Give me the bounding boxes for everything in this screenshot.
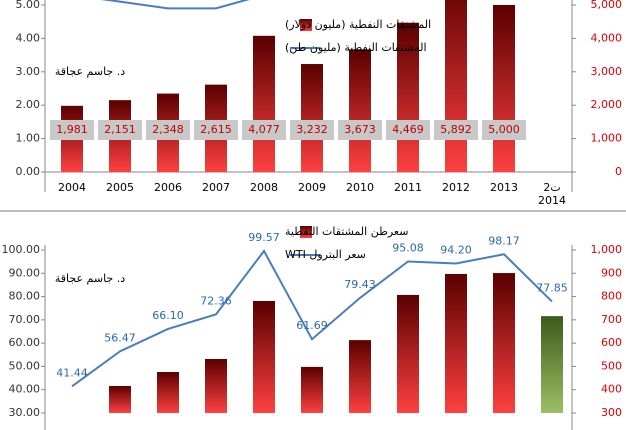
x-tick-label: 2013 bbox=[490, 181, 518, 194]
y-tick-label: 30.00 bbox=[9, 406, 41, 419]
x-tick-label: 2005 bbox=[106, 181, 134, 194]
y-tick-label: 3.00 bbox=[16, 65, 41, 78]
line bbox=[100, 0, 250, 10]
x-tick-label: 2007 bbox=[202, 181, 230, 194]
legend-swatch bbox=[300, 226, 312, 238]
legend-swatch bbox=[300, 19, 312, 31]
line-value-label: 72.36 bbox=[200, 294, 232, 307]
y-tick-label: 2.00 bbox=[16, 98, 41, 111]
line-value-label: 79.43 bbox=[344, 278, 376, 291]
bar-value-label: 3,673 bbox=[344, 123, 376, 136]
bar bbox=[445, 0, 467, 173]
x-tick-label: 2008 bbox=[250, 181, 278, 194]
bar-value-label: 2,348 bbox=[152, 123, 184, 136]
line-value-label: 61.69 bbox=[296, 319, 328, 332]
y2-tick-label: 3,000 bbox=[591, 65, 623, 78]
line-value-label: 95.08 bbox=[392, 241, 424, 254]
y2-tick-label: 400 bbox=[601, 383, 622, 396]
label-box bbox=[338, 120, 382, 140]
y-tick-label: 70.00 bbox=[9, 313, 41, 326]
bar bbox=[349, 49, 371, 172]
bar bbox=[493, 273, 515, 413]
y2-tick-label: 600 bbox=[601, 336, 622, 349]
y-tick-label: 4.00 bbox=[16, 31, 41, 44]
bar-value-label: 4,469 bbox=[392, 123, 424, 136]
y-tick-label: 1.00 bbox=[16, 132, 41, 145]
y-tick-label: 80.00 bbox=[9, 290, 41, 303]
line-value-label: 98.17 bbox=[488, 234, 520, 247]
label-box bbox=[242, 120, 286, 140]
bar bbox=[301, 366, 323, 413]
y2-tick-label: 300 bbox=[601, 406, 622, 419]
x-tick-label: ت2 2014 bbox=[538, 181, 566, 207]
bar-value-label: 5,892 bbox=[440, 123, 472, 136]
bar bbox=[253, 300, 275, 413]
bar-value-label: 2,151 bbox=[104, 123, 136, 136]
y-tick-label: 5.00 bbox=[16, 0, 41, 11]
y2-tick-label: 500 bbox=[601, 359, 622, 372]
y-tick-label: 0.00 bbox=[16, 165, 41, 178]
line-value-label: 66.10 bbox=[152, 309, 184, 322]
x-tick-label: 2009 bbox=[298, 181, 326, 194]
line-value-label: 56.47 bbox=[104, 331, 136, 344]
y-tick-label: 100.00 bbox=[2, 243, 41, 256]
bar bbox=[301, 64, 323, 172]
bar bbox=[109, 385, 131, 413]
bar bbox=[349, 340, 371, 413]
legend-label: سعرطن المشتقات النفطية bbox=[285, 225, 408, 238]
line-value-label: 94.20 bbox=[440, 244, 472, 257]
x-tick-label: 2011 bbox=[394, 181, 422, 194]
legend-label: سعر البترول WTI bbox=[285, 248, 366, 261]
y2-tick-label: 800 bbox=[601, 290, 622, 303]
bar bbox=[541, 316, 563, 413]
bar-value-label: 5,000 bbox=[488, 123, 520, 136]
bar bbox=[205, 358, 227, 413]
x-tick-label: 2010 bbox=[346, 181, 374, 194]
label-box bbox=[194, 120, 238, 140]
line bbox=[71, 249, 553, 388]
legend-label: المشتقات النفطية (مليون طن) bbox=[285, 41, 427, 54]
label-box bbox=[482, 120, 526, 140]
label-box bbox=[50, 120, 94, 140]
bar bbox=[397, 294, 419, 413]
label-box bbox=[434, 120, 478, 140]
line-value-label: 99.57 bbox=[248, 231, 280, 244]
label-box bbox=[386, 120, 430, 140]
y2-tick-label: 700 bbox=[601, 313, 622, 326]
bar bbox=[445, 273, 467, 413]
y2-tick-label: 0 bbox=[615, 165, 622, 178]
bar-value-label: 1,981 bbox=[56, 123, 88, 136]
y2-tick-label: 4,000 bbox=[591, 31, 623, 44]
y2-tick-label: 2,000 bbox=[591, 98, 623, 111]
y-tick-label: 60.00 bbox=[9, 336, 41, 349]
legend-label: المشتقات النفطية (مليون دولار) bbox=[285, 18, 431, 31]
y-tick-label: 40.00 bbox=[9, 383, 41, 396]
line-value-label: 41.44 bbox=[56, 366, 88, 379]
x-tick-label: 2004 bbox=[58, 181, 86, 194]
y-tick-label: 90.00 bbox=[9, 266, 41, 279]
annotation: د. جاسم عجاقة bbox=[55, 65, 125, 78]
label-box bbox=[290, 120, 334, 140]
label-box bbox=[146, 120, 190, 140]
bar bbox=[253, 35, 275, 172]
x-tick-label: 2012 bbox=[442, 181, 470, 194]
y-tick-label: 50.00 bbox=[9, 359, 41, 372]
bar bbox=[157, 372, 179, 413]
y2-tick-label: 900 bbox=[601, 266, 622, 279]
bar-value-label: 4,077 bbox=[248, 123, 280, 136]
label-box bbox=[98, 120, 142, 140]
y2-tick-label: 1,000 bbox=[591, 132, 623, 145]
line-value-label: 77.85 bbox=[536, 282, 568, 295]
annotation: د. جاسم عجاقة bbox=[55, 272, 125, 285]
y2-tick-label: 5,000 bbox=[591, 0, 623, 11]
bar-value-label: 3,232 bbox=[296, 123, 328, 136]
x-tick-label: 2006 bbox=[154, 181, 182, 194]
y2-tick-label: 1,000 bbox=[591, 243, 623, 256]
bar bbox=[493, 5, 515, 172]
bar-value-label: 2,615 bbox=[200, 123, 232, 136]
